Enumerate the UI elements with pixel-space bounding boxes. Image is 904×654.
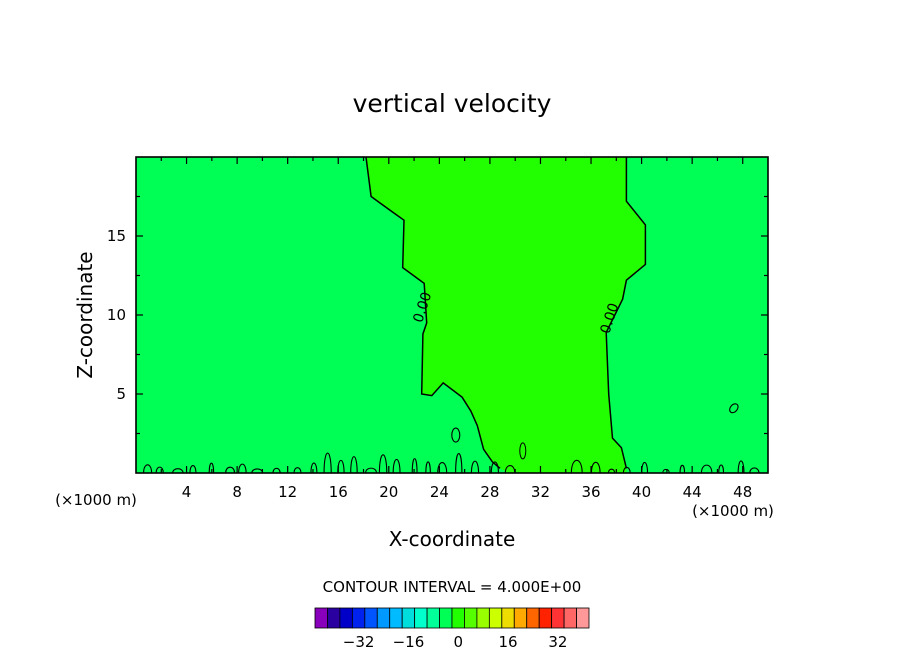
surface-contour (225, 466, 236, 474)
surface-contour (189, 465, 197, 474)
x-tick-label: 12 (278, 483, 297, 501)
surface-contour (590, 461, 601, 474)
surface-contours (143, 452, 760, 474)
surface-contour (455, 453, 463, 474)
surface-contour (365, 467, 377, 474)
surface-contour (679, 464, 686, 474)
small-cell-contour (451, 427, 461, 443)
x-tick-label: 44 (683, 483, 702, 501)
colorbar-swatch (576, 607, 590, 629)
y-tick-label: 5 (116, 385, 126, 403)
surface-contour (323, 452, 332, 474)
colorbar-swatch (314, 607, 328, 629)
colorbar-tick-label: −16 (393, 633, 425, 651)
surface-contour (411, 458, 418, 474)
zero-contour-right (605, 157, 647, 469)
small-cell-contour (519, 442, 527, 460)
surface-contour (490, 461, 499, 474)
x-tick-label: 8 (232, 483, 242, 501)
x-tick-label: 48 (733, 483, 752, 501)
colorbar-swatch (439, 607, 453, 629)
colorbar-swatch (464, 607, 478, 629)
colorbar-swatch (488, 607, 503, 629)
surface-contour (293, 467, 302, 474)
surface-contour (622, 466, 631, 474)
y-tick-label: 15 (107, 227, 126, 245)
colorbar-swatch (426, 607, 440, 629)
colorbar-tick-label: −32 (343, 633, 375, 651)
x-tick-label: 28 (480, 483, 499, 501)
surface-contour (607, 468, 616, 474)
surface-contour (310, 462, 318, 474)
colorbar-swatch (339, 607, 353, 629)
small-cell-contour (729, 403, 739, 414)
x-unit-right: (×1000 m) (692, 502, 774, 520)
surface-contour (208, 462, 215, 474)
colorbar-swatch (563, 607, 577, 629)
surface-contour (700, 464, 713, 474)
colorbar-swatch (451, 607, 465, 629)
y-tick-label: 10 (107, 306, 126, 324)
colorbar-tick-label: 32 (548, 633, 567, 651)
x-tick-label: 4 (182, 483, 192, 501)
colorbar-swatch (401, 607, 416, 629)
surface-contour (272, 467, 281, 474)
colorbar-swatch (414, 607, 428, 629)
colorbar: −32 −16 0 16 32 (314, 607, 590, 651)
colorbar-swatch (327, 607, 341, 629)
x-tick-label: 36 (581, 483, 600, 501)
x-unit-left: (×1000 m) (55, 491, 137, 509)
surface-contour (437, 462, 448, 474)
colorbar-swatch (476, 607, 490, 629)
x-tick-label: 40 (632, 483, 651, 501)
colorbar-swatch (526, 607, 540, 629)
surface-contour (504, 464, 516, 474)
colorbar-swatch (376, 607, 391, 629)
colorbar-swatch (538, 607, 553, 629)
surface-contour (425, 461, 431, 474)
x-tick-label: 16 (329, 483, 348, 501)
updraft-region (366, 157, 646, 473)
surface-contour (718, 464, 725, 474)
x-axis-label: X-coordinate (389, 527, 516, 551)
contour-interval-label: CONTOUR INTERVAL = 4.000E+00 (323, 578, 582, 596)
surface-contour (737, 460, 745, 474)
colorbar-tick-label: 0 (453, 633, 463, 651)
colorbar-swatch (501, 607, 515, 629)
x-tick-label: 24 (430, 483, 449, 501)
surface-contour (662, 468, 670, 474)
surface-contour (143, 464, 153, 474)
chart-title: vertical velocity (353, 89, 552, 118)
x-tick-label: 20 (379, 483, 398, 501)
surface-contour (470, 460, 480, 474)
colorbar-swatch (389, 607, 403, 629)
surface-contour (350, 456, 358, 474)
zero-contour-left (365, 156, 501, 469)
colorbar-swatch (551, 607, 565, 629)
surface-contour (172, 468, 184, 474)
surface-contour (238, 463, 247, 474)
surface-contour (749, 467, 760, 474)
colorbar-swatch (364, 607, 378, 629)
colorbar-swatch (351, 607, 366, 629)
y-axis-label: Z-coordinate (73, 251, 97, 378)
surface-contour (570, 459, 583, 474)
colorbar-swatch (513, 607, 528, 629)
x-tick-label: 32 (531, 483, 550, 501)
surface-contour (378, 454, 388, 474)
colorbar-tick-label: 16 (498, 633, 517, 651)
surface-contour (155, 466, 164, 474)
surface-contour (392, 458, 401, 474)
